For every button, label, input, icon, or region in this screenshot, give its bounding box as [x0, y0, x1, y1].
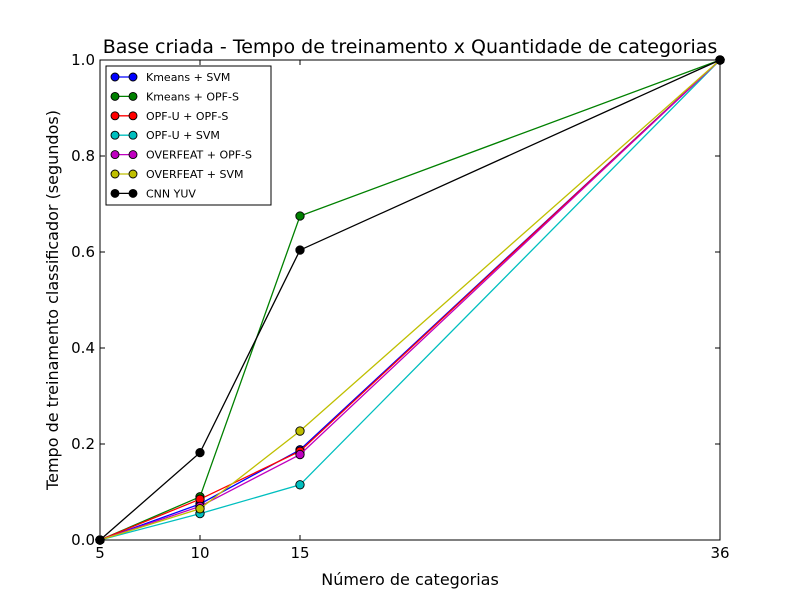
x-tick-label: 10: [190, 544, 209, 562]
y-tick-label: 0.2: [71, 435, 95, 453]
ticks-layer: 5 10 15 36 0.0 0.2 0.4 0.6 0.8 1.0: [71, 51, 729, 562]
legend-marker-2: [128, 111, 138, 121]
legend-marker-3: [128, 130, 138, 140]
legend-marker-6: [128, 188, 138, 198]
legend: Kmeans + SVM Kmeans + OPF-S OPF-U + OPF-S O…: [105, 65, 272, 206]
data-point-1-2: [295, 211, 305, 221]
series-line-6: [99, 59, 721, 541]
series-line-3: [99, 59, 721, 541]
y-tick-label: 1.0: [71, 51, 95, 69]
data-point-4-2: [295, 449, 305, 460]
series-line-5: [99, 59, 721, 541]
legend-marker-5: [128, 169, 138, 179]
legend-marker-5: [110, 169, 120, 179]
y-tick-label: 0.8: [71, 147, 95, 165]
data-point-3-2: [295, 480, 305, 490]
data-point-6-1: [195, 447, 205, 458]
data-point-5-1: [195, 504, 205, 514]
legend-marker-4: [128, 150, 138, 160]
y-axis-title: Tempo de treinamento classificador (segu…: [43, 110, 62, 491]
x-tick-label: 15: [290, 544, 309, 562]
chart-title: Base criada - Tempo de treinamento x Qua…: [103, 36, 718, 58]
legend-label-1: Kmeans + OPF-S: [146, 90, 239, 103]
legend-marker-1: [128, 91, 138, 101]
legend-marker-3: [110, 130, 120, 140]
y-tick-label: 0.0: [71, 531, 95, 549]
legend-label-2: OPF-U + OPF-S: [146, 110, 228, 123]
x-tick-label: 5: [95, 544, 105, 562]
data-point-6-2: [295, 245, 305, 255]
y-tick-label: 0.6: [71, 243, 95, 261]
legend-label-5: OVERFEAT + SVM: [146, 168, 243, 181]
legend-marker-1: [110, 91, 120, 101]
series-line-1: [99, 59, 721, 541]
legend-label-6: CNN YUV: [146, 187, 196, 200]
legend-label-3: OPF-U + SVM: [146, 129, 220, 142]
plot-frame: [99, 59, 721, 541]
legend-marker-2: [110, 111, 120, 121]
series-line-4: [99, 59, 721, 541]
x-axis-title: Número de categorias: [321, 570, 499, 589]
y-tick-label: 0.4: [71, 339, 95, 357]
legend-marker-4: [110, 150, 120, 160]
legend-label-4: OVERFEAT + OPF-S: [146, 149, 252, 162]
series-line-2: [99, 59, 721, 541]
legend-marker-0: [128, 72, 138, 82]
data-point-5-2: [295, 426, 305, 436]
legend-marker-6: [110, 188, 120, 198]
legend-label-0: Kmeans + SVM: [146, 71, 230, 84]
series-layer: [95, 55, 725, 545]
legend-marker-0: [110, 72, 120, 82]
x-tick-label: 36: [710, 544, 729, 562]
